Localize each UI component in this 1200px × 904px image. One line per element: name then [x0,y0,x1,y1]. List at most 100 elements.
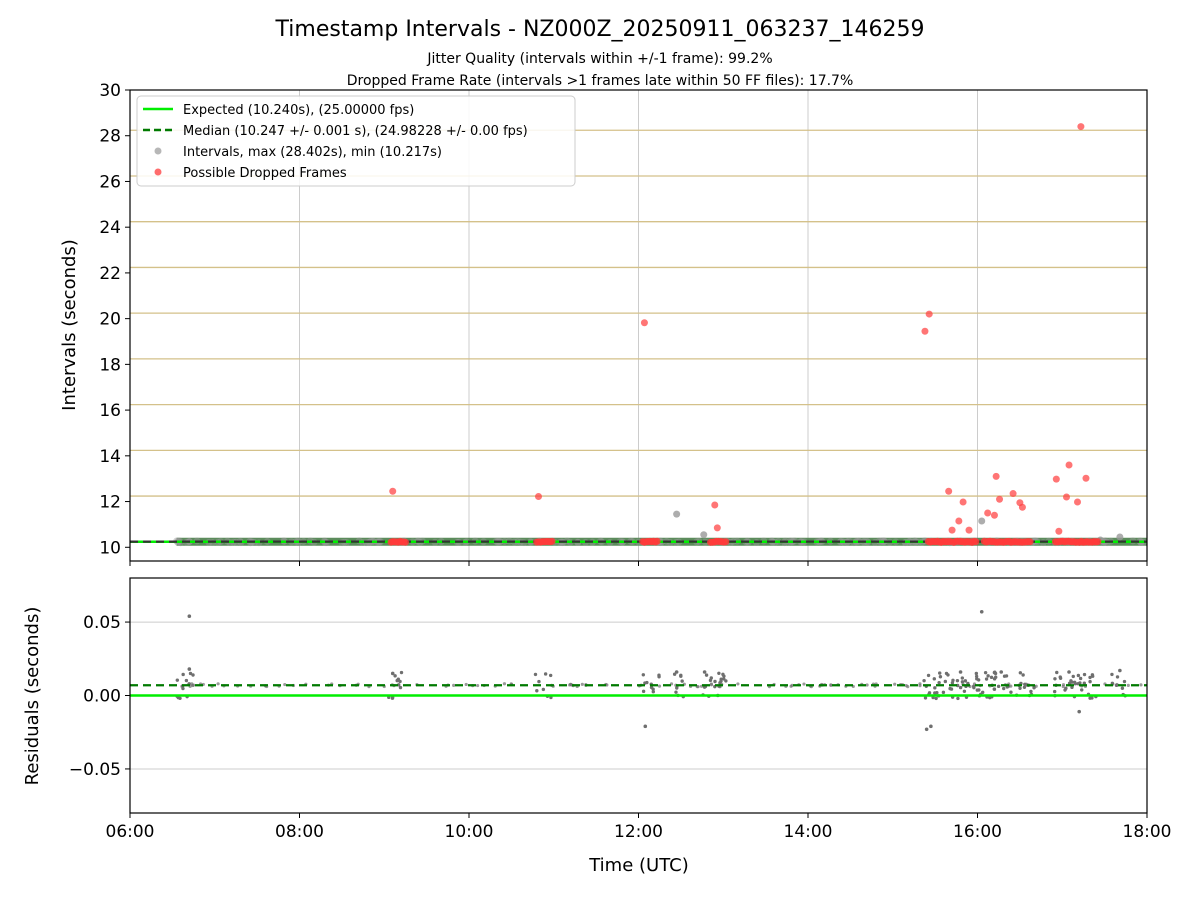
dropped-frame-point [1055,527,1063,535]
residuals-y-tick-label: 0.05 [83,613,121,633]
residual-point [922,678,926,683]
residual-point [904,684,908,688]
residual-point [1063,688,1067,692]
residual-point [1088,675,1092,680]
residual-point [960,680,965,684]
residual-point [1002,686,1006,691]
residual-point [175,678,180,682]
residual-point [924,727,929,732]
residual-point [702,670,707,674]
legend: Expected (10.240s), (25.00000 fps) Media… [136,95,576,187]
residual-point [992,670,997,675]
residual-point [643,681,647,685]
residual-point [937,680,941,685]
residual-point [1077,709,1081,714]
dropped-frame-point [984,509,992,517]
residual-point [976,678,981,682]
residual-point [1004,674,1009,678]
residual-point [191,673,195,677]
dropped-frame-point [972,538,980,546]
residual-point [704,673,709,677]
residual-point [934,696,938,701]
dropped-frame-point [925,310,933,318]
intervals-y-axis-label: Intervals (seconds) [59,239,80,411]
residual-point [476,683,480,688]
residual-point [1069,679,1073,683]
residual-point [1080,688,1084,692]
intervals-y-tick-label: 12 [99,493,121,513]
residual-point [1053,677,1057,681]
residual-point [641,673,646,677]
interval-point [673,510,681,518]
dropped-frame-point [534,493,542,501]
residual-point [541,687,546,692]
residual-point [829,683,833,687]
residual-point [702,685,707,689]
intervals-y-tick-label: 20 [99,310,121,330]
residual-point [994,675,998,679]
residual-point [1088,696,1092,700]
residual-point [927,691,932,695]
residuals-y-tick-label: −0.05 [69,760,121,780]
x-tick-label: 18:00 [1123,822,1172,842]
residual-point [533,672,538,677]
intervals-y-tick-label: 30 [99,81,121,101]
residual-point [962,689,967,693]
residual-point [1058,675,1062,679]
residual-point [736,682,740,686]
residual-point [1067,670,1071,674]
residual-point [675,686,679,690]
residual-point [605,683,609,687]
residual-point [960,676,965,680]
intervals-y-tick-label: 10 [99,538,121,558]
residual-point [935,691,939,695]
residual-point [719,677,723,681]
dropped-frame-point [945,487,953,495]
intervals-y-tick-label: 24 [99,218,121,238]
dropped-frame-point [548,537,556,545]
residual-point [926,673,931,678]
residual-point [1139,683,1143,687]
residual-point [1088,679,1092,684]
residual-point [708,678,713,683]
residual-point [722,677,726,681]
chart-subtitle-dropped: Dropped Frame Rate (intervals >1 frames … [347,73,854,89]
dropped-frame-point [713,524,721,532]
residual-point [941,690,946,695]
residual-point [984,677,989,681]
legend-box [136,95,576,187]
x-tick-label: 16:00 [953,822,1002,842]
residual-point [975,688,980,692]
residuals-y-tick-label: 0.00 [83,687,121,707]
dropped-frame-point [921,327,929,335]
residual-point [956,696,960,701]
residual-point [1029,689,1033,694]
dropped-frame-point [1082,474,1090,482]
residual-point [643,724,648,729]
legend-expected-label: Expected (10.240s), (25.00000 fps) [183,103,414,118]
residual-point [674,670,679,674]
legend-median-label: Median (10.247 +/- 0.001 s), (24.98228 +… [183,124,528,139]
residual-point [569,682,573,686]
dropped-frame-point [401,538,409,546]
residual-point [502,682,507,686]
residual-point [649,685,654,690]
residual-point [1052,689,1057,694]
x-tick-label: 12:00 [614,822,663,842]
residual-point [802,682,806,686]
residual-point [972,684,976,689]
residuals-panel: −0.05 0.00 0.05 06:00 08:00 10:00 12:00 14:00 16… [69,577,1172,842]
dropped-frame-point [389,487,397,495]
residual-point [651,689,656,694]
residual-point [216,682,220,686]
residual-point [657,673,661,677]
residual-point [938,675,943,679]
dropped-frame-point [1018,503,1026,511]
residual-point [1114,683,1119,688]
residual-point [989,675,994,680]
dropped-frame-point [955,517,963,525]
residual-point [1071,674,1075,679]
residual-point [983,670,988,675]
residual-point [641,689,646,694]
residual-point [181,672,185,677]
